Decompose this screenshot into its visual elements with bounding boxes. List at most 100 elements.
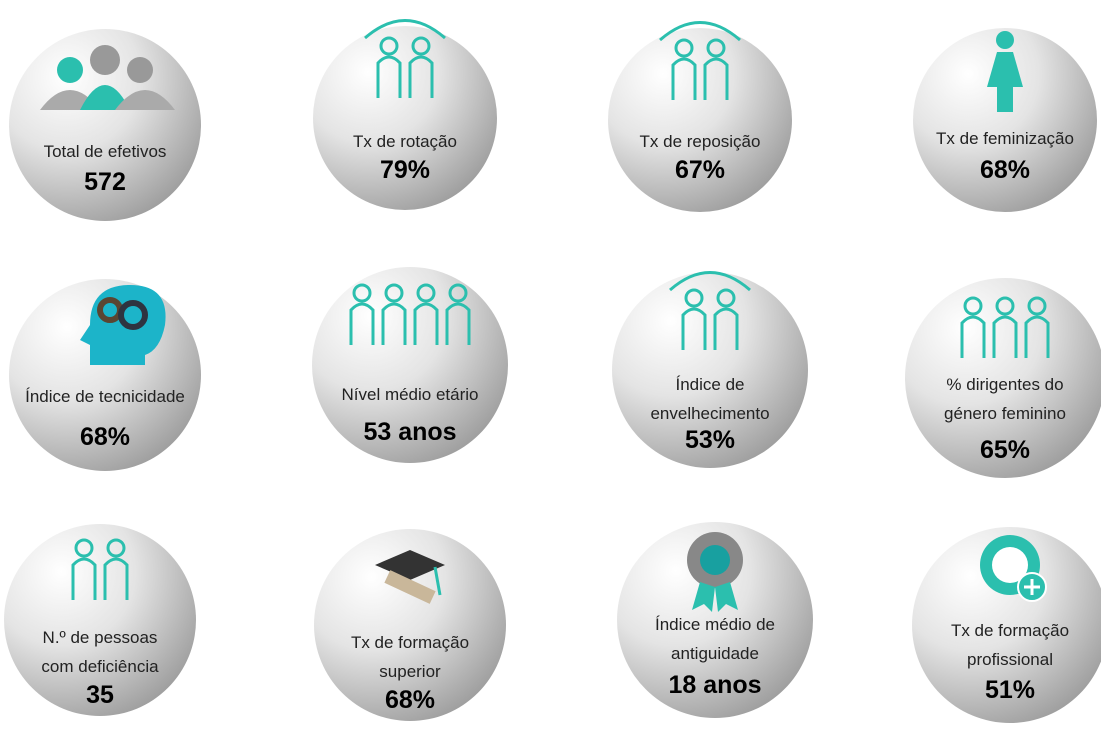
icon: [445, 302, 471, 345]
icon: [103, 557, 129, 600]
indicator-label: Tx de formação: [951, 621, 1069, 640]
indicator-value: 35: [86, 681, 114, 709]
indicator-label: profissional: [967, 650, 1053, 669]
indicator-label: Tx de rotação: [353, 132, 457, 151]
icon: [1027, 296, 1047, 316]
icon: [703, 57, 729, 100]
icon: [684, 288, 704, 308]
indicator-value: 68%: [385, 686, 435, 714]
icon: [381, 302, 407, 345]
indicator-label: Tx de reposição: [640, 132, 761, 151]
icon: [671, 57, 697, 100]
icon: [115, 90, 175, 110]
indicator: Tx de rotação 79%: [313, 19, 497, 210]
indicator: N.º de pessoas com deficiência 35: [4, 524, 196, 716]
icon: [408, 55, 434, 98]
indicator: Nível médio etário 53 anos: [312, 267, 508, 463]
indicator: Tx de formação superior 68%: [314, 529, 506, 721]
indicator: Índice médio de antiguidade 18 anos: [617, 522, 813, 718]
icon: [433, 566, 442, 596]
indicator-label: género feminino: [944, 404, 1066, 423]
icon: [706, 38, 726, 58]
icon: [713, 307, 739, 350]
icon: [963, 296, 983, 316]
icon: [127, 57, 153, 83]
indicator: % dirigentes do género feminino 65%: [905, 278, 1101, 478]
indicator-value: 51%: [985, 676, 1035, 704]
indicator-label: superior: [379, 662, 441, 681]
indicator-value: 53 anos: [363, 418, 456, 446]
icon: [384, 283, 404, 303]
icon: [669, 271, 751, 292]
icon: [74, 538, 94, 558]
indicator-disc: [9, 29, 201, 221]
icon: [364, 19, 446, 40]
indicator: Tx de feminização 68%: [913, 28, 1097, 212]
icon: [349, 302, 375, 345]
icon: [352, 283, 372, 303]
indicator-value: 18 anos: [668, 671, 761, 699]
icon: [1024, 579, 1040, 595]
indicator-label: N.º de pessoas: [43, 628, 158, 647]
icon: [1024, 315, 1050, 358]
icon: [659, 21, 741, 42]
indicator-value: 65%: [980, 436, 1030, 464]
icon: [106, 538, 126, 558]
icon: [57, 57, 83, 83]
icon: [681, 307, 707, 350]
indicator-label: Nível médio etário: [341, 385, 478, 404]
icon: [416, 283, 436, 303]
indicator-value: 68%: [80, 423, 130, 451]
icon: [448, 283, 468, 303]
indicator-value: 68%: [980, 156, 1030, 184]
icon: [692, 582, 738, 612]
indicator-label: Tx de feminização: [936, 129, 1074, 148]
indicator-label: Total de efetivos: [44, 142, 167, 161]
icon: [384, 570, 436, 604]
indicator-label: com deficiência: [41, 657, 159, 676]
icon: [992, 547, 1028, 583]
indicator-disc: [314, 529, 506, 721]
indicator-disc: [912, 527, 1101, 723]
indicator-value: 67%: [675, 156, 725, 184]
indicator: Índice de tecnicidade 68%: [9, 279, 201, 471]
icon: [90, 45, 120, 75]
icon: [379, 36, 399, 56]
indicator-label: Tx de formação: [351, 633, 469, 652]
icon: [700, 545, 730, 575]
indicator-label: envelhecimento: [650, 404, 769, 423]
indicator-disc: [913, 28, 1097, 212]
indicator: Índice de envelhecimento 53%: [612, 271, 808, 468]
indicator-value: 79%: [380, 156, 430, 184]
icon: [71, 557, 97, 600]
indicator-label: Índice médio de: [655, 615, 775, 634]
icon: [413, 302, 439, 345]
indicator-disc: [617, 522, 813, 718]
icon: [996, 31, 1014, 49]
indicator: Total de efetivos 572: [9, 29, 201, 221]
indicator-label: antiguidade: [671, 644, 759, 663]
icon: [118, 300, 148, 330]
icon: [376, 55, 402, 98]
indicator-disc: [612, 272, 808, 468]
indicator-disc: [312, 267, 508, 463]
indicator: Tx de reposição 67%: [608, 21, 792, 212]
indicator-disc: [905, 278, 1101, 478]
icon: [995, 296, 1015, 316]
icon: [987, 52, 1023, 112]
indicator-disc: [4, 524, 196, 716]
icon: [80, 85, 130, 110]
icon: [674, 38, 694, 58]
icon: [960, 315, 986, 358]
icon: [992, 315, 1018, 358]
indicator-value: 53%: [685, 426, 735, 454]
icon: [716, 288, 736, 308]
icon: [411, 36, 431, 56]
indicator: Tx de formação profissional 51%: [912, 527, 1101, 723]
indicator-disc: [608, 28, 792, 212]
indicator-label: % dirigentes do: [946, 375, 1063, 394]
indicator-disc: [313, 26, 497, 210]
indicator-value: 572: [84, 168, 126, 196]
indicator-label: Índice de tecnicidade: [25, 387, 185, 406]
